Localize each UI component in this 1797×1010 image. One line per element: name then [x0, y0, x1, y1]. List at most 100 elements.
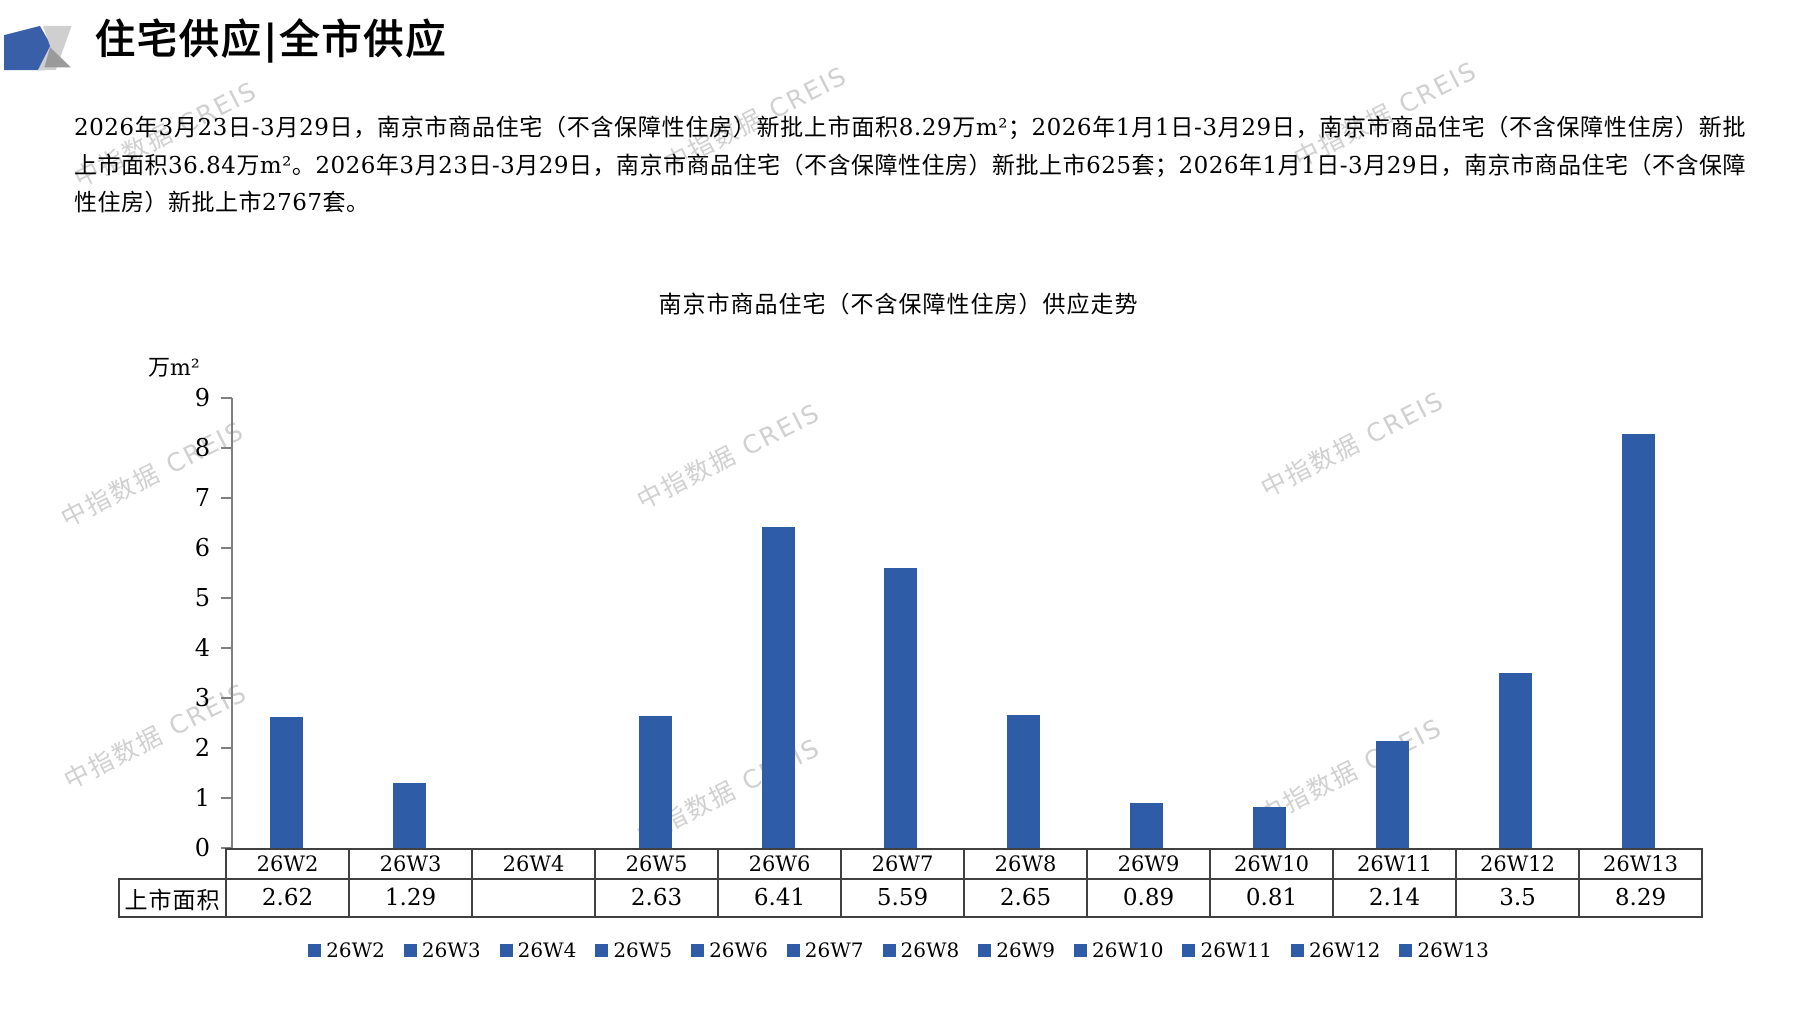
y-axis-line — [231, 398, 233, 848]
legend-item-26W10: 26W10 — [1074, 938, 1163, 962]
legend-swatch-icon — [1074, 943, 1087, 957]
summary-paragraph: 2026年3月23日-3月29日，南京市商品住宅（不含保障性住房）新批上市面积8… — [74, 115, 1746, 216]
category-cell-26W10: 26W10 — [1209, 848, 1334, 880]
value-cell-26W5: 2.63 — [594, 878, 719, 918]
category-cell-26W4: 26W4 — [471, 848, 596, 880]
category-cell-26W13: 26W13 — [1578, 848, 1703, 880]
legend-item-26W4: 26W4 — [499, 938, 577, 962]
y-axis-tick-label: 7 — [194, 484, 210, 512]
legend-swatch-icon — [403, 943, 417, 957]
bar-26W8 — [1007, 715, 1040, 848]
legend-label: 26W3 — [421, 938, 481, 962]
legend-label: 26W10 — [1092, 938, 1164, 962]
y-axis-tick-label: 0 — [194, 834, 210, 862]
legend-label: 26W4 — [517, 938, 577, 962]
legend-swatch-icon — [1290, 943, 1304, 957]
value-cell-26W6: 6.41 — [717, 878, 842, 918]
y-axis-tick — [221, 597, 232, 599]
y-axis-unit-label: 万m² — [148, 356, 200, 381]
bar-26W12 — [1499, 673, 1532, 848]
y-axis-tick-label: 1 — [194, 784, 210, 812]
bar-26W13 — [1622, 434, 1655, 848]
watermark-text: 中指数据 CREIS — [56, 415, 250, 534]
category-cell-26W11: 26W11 — [1332, 848, 1457, 880]
legend-item-26W11: 26W11 — [1182, 938, 1272, 962]
legend-swatch-icon — [691, 943, 705, 957]
y-axis-tick — [221, 547, 232, 549]
value-cell-26W3: 1.29 — [348, 878, 473, 918]
bar-26W6 — [762, 527, 795, 848]
category-cell-26W7: 26W7 — [840, 848, 965, 880]
category-cell-26W2: 26W2 — [225, 848, 350, 880]
value-cell-26W10: 0.81 — [1209, 878, 1334, 918]
y-axis-tick — [221, 397, 232, 399]
y-axis-tick-label: 6 — [194, 534, 210, 562]
y-axis-tick-label: 9 — [194, 384, 210, 412]
category-cell-26W8: 26W8 — [963, 848, 1088, 880]
legend-swatch-icon — [308, 943, 322, 957]
value-cell-26W11: 2.14 — [1332, 878, 1457, 918]
legend-swatch-icon — [882, 943, 896, 957]
y-axis-tick — [221, 747, 232, 749]
bar-26W3 — [393, 783, 426, 848]
value-cell-26W4 — [471, 878, 596, 918]
table-row-header: 上市面积 — [118, 878, 227, 918]
bar-26W11 — [1376, 741, 1409, 848]
legend-label: 26W5 — [613, 938, 673, 962]
page-title: 住宅供应|全市供应 — [95, 16, 448, 63]
y-axis-tick-label: 8 — [194, 434, 210, 462]
chart-title: 南京市商品住宅（不含保障性住房）供应走势 — [658, 292, 1139, 318]
y-axis-tick — [221, 797, 232, 799]
legend-item-26W13: 26W13 — [1399, 938, 1489, 962]
bar-26W7 — [884, 568, 917, 848]
legend-item-26W3: 26W3 — [403, 938, 481, 962]
legend-label: 26W12 — [1308, 938, 1381, 962]
legend-swatch-icon — [1399, 943, 1413, 957]
legend-label: 26W13 — [1417, 938, 1489, 962]
value-cell-26W8: 2.65 — [963, 878, 1088, 918]
watermark-text: 中指数据 CREIS — [1256, 385, 1450, 504]
category-cell-26W9: 26W9 — [1086, 848, 1211, 880]
y-axis-tick — [221, 447, 232, 449]
legend-label: 26W2 — [326, 938, 385, 962]
legend-item-26W6: 26W6 — [691, 938, 768, 962]
legend-swatch-icon — [595, 943, 609, 957]
value-cell-26W12: 3.5 — [1455, 878, 1580, 918]
legend-item-26W9: 26W9 — [978, 938, 1055, 962]
y-axis-tick — [221, 497, 232, 499]
watermark-text: 中指数据 CREIS — [632, 397, 826, 516]
legend-item-26W12: 26W12 — [1290, 938, 1381, 962]
y-axis-tick-label: 5 — [194, 584, 210, 612]
value-cell-26W7: 5.59 — [840, 878, 965, 918]
data-table: 26W2 26W3 26W4 26W5 26W6 26W7 26W8 26W9 26W10 26W… — [118, 848, 1703, 918]
legend-label: 26W9 — [996, 938, 1055, 962]
y-axis-tick-label: 4 — [194, 634, 210, 662]
value-cell-26W2: 2.62 — [225, 878, 350, 918]
bar-26W5 — [639, 716, 672, 848]
y-axis-tick — [221, 697, 232, 699]
legend-swatch-icon — [499, 943, 513, 957]
table-corner-cell — [119, 849, 226, 879]
legend-label: 26W6 — [709, 938, 768, 962]
legend-item-26W5: 26W5 — [595, 938, 672, 962]
bar-26W9 — [1130, 803, 1163, 848]
y-axis-tick — [221, 847, 232, 849]
legend-swatch-icon — [786, 943, 800, 957]
legend-item-26W8: 26W8 — [882, 938, 960, 962]
creis-logo-icon — [4, 25, 76, 71]
category-cell-26W12: 26W12 — [1455, 848, 1580, 880]
bar-26W10 — [1253, 807, 1286, 848]
category-cell-26W5: 26W5 — [594, 848, 719, 880]
legend-item-26W7: 26W7 — [786, 938, 864, 962]
value-cell-26W13: 8.29 — [1578, 878, 1703, 918]
y-axis-tick-label: 2 — [194, 734, 210, 762]
chart-legend: 26W2 26W3 26W4 26W5 26W6 26W7 26W8 26W9 26W10 26W… — [0, 938, 1797, 962]
legend-item-26W2: 26W2 — [308, 938, 385, 962]
legend-label: 26W8 — [900, 938, 960, 962]
y-axis-tick — [221, 647, 232, 649]
category-cell-26W6: 26W6 — [717, 848, 842, 880]
legend-swatch-icon — [1182, 943, 1196, 957]
legend-label: 26W11 — [1200, 938, 1272, 962]
category-cell-26W3: 26W3 — [348, 848, 473, 880]
